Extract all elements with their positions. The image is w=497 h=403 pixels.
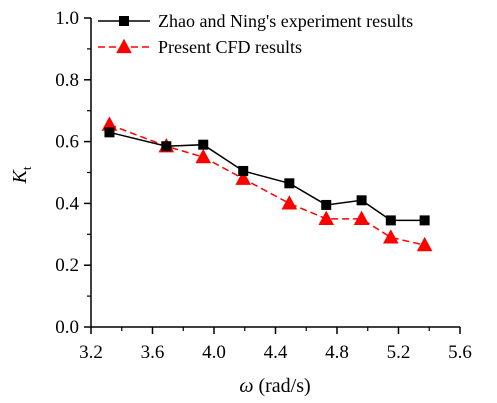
series-cfd (101, 116, 433, 252)
y-tick-label: 1.0 (55, 8, 79, 29)
x-tick-label: 4.8 (325, 342, 349, 363)
y-tick-label: 0.6 (55, 132, 79, 153)
x-axis-unit: (rad/s) (253, 375, 310, 397)
data-point-square (284, 178, 295, 189)
y-tick-label: 0.4 (55, 193, 79, 214)
data-point-square (104, 127, 115, 138)
data-point-square (119, 16, 129, 26)
x-tick-label: 4.0 (202, 342, 226, 363)
legend: Zhao and Ning's experiment results Presen… (98, 11, 413, 57)
data-point-square (198, 139, 209, 150)
x-tick-label: 5.2 (387, 342, 411, 363)
legend-label: Zhao and Ning's experiment results (158, 11, 413, 31)
data-point-triangle (235, 170, 252, 185)
ticks: 3.2 3.6 4.0 4.4 4.8 5.2 5.6 0.0 0.2 0.4 0.6 0.8 1.0 (55, 8, 472, 363)
data-point-triangle (383, 229, 399, 244)
x-axis-symbol: ω (239, 375, 253, 397)
data-point-square (419, 215, 430, 226)
series-line (109, 123, 425, 246)
data-point-square (238, 165, 249, 176)
legend-item: Present CFD results (98, 37, 302, 57)
legend-item: Zhao and Ning's experiment results (98, 11, 413, 31)
data-point-triangle (281, 195, 298, 210)
data-point-square (385, 215, 396, 226)
y-tick-label: 0.2 (55, 255, 79, 276)
y-axis-subscript: t (19, 166, 34, 170)
x-tick-label: 5.6 (448, 342, 472, 363)
data-point-square (161, 141, 172, 152)
y-tick-label: 0.0 (55, 317, 79, 338)
legend-label: Present CFD results (158, 37, 302, 57)
y-axis-symbol: K (9, 168, 31, 184)
x-tick-label: 3.2 (79, 342, 103, 363)
series-line (109, 131, 425, 222)
series-layer (101, 116, 433, 252)
data-point-triangle (353, 210, 370, 225)
x-axis-title: ω (rad/s) (239, 375, 310, 397)
x-tick-label: 4.4 (264, 342, 288, 363)
y-tick-label: 0.8 (55, 70, 79, 91)
data-point-triangle (195, 148, 212, 164)
data-point-triangle (416, 236, 433, 252)
x-tick-label: 3.6 (141, 342, 165, 363)
data-point-square (356, 195, 367, 206)
data-point-square (321, 199, 332, 210)
y-axis-title: Kt (9, 166, 34, 184)
data-point-triangle (101, 116, 118, 131)
data-point-triangle (318, 210, 335, 225)
series-experiment (104, 127, 430, 226)
data-point-triangle (116, 38, 132, 54)
axes (90, 18, 460, 328)
